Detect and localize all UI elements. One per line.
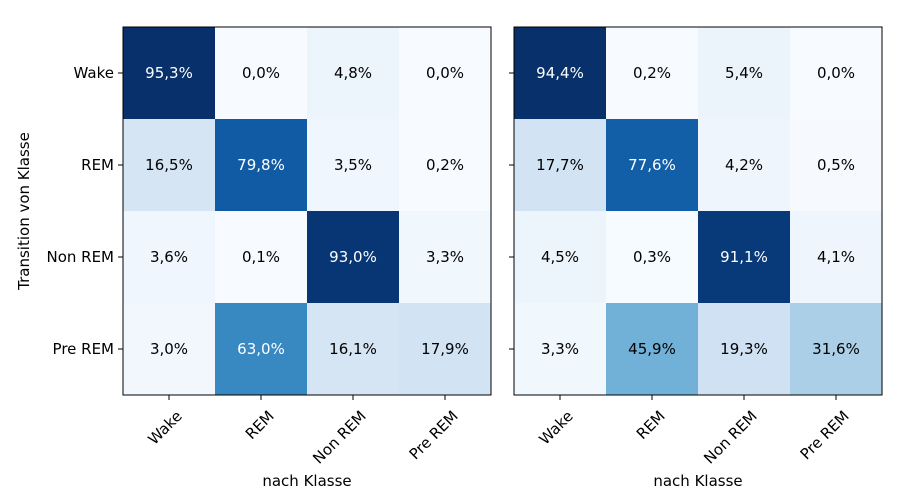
cell-value-label-2-2-2: 91,1%	[720, 248, 768, 266]
cell-value-label-2-0-2: 5,4%	[725, 64, 763, 82]
cell-value-label-2-1-1: 77,6%	[628, 156, 676, 174]
x-tick-label-1-0: Wake	[144, 407, 185, 448]
cell-value-label-2-0-0: 94,4%	[536, 64, 584, 82]
heatmap-cell-2-2-0	[514, 211, 607, 304]
x-tick-label-2-3: Pre REM	[797, 407, 853, 463]
y-tick-label-2: Non REM	[46, 248, 114, 266]
heatmap-cell-1-0-0	[123, 27, 216, 120]
heatmap-cell-1-2-2	[307, 211, 400, 304]
heatmap-cell-2-3-3	[790, 303, 883, 396]
y-tick-label-0: Wake	[74, 64, 114, 82]
cell-value-label-1-0-3: 0,0%	[426, 64, 464, 82]
cell-value-label-2-2-1: 0,3%	[633, 248, 671, 266]
x-tick-label-1-2: Non REM	[309, 407, 369, 467]
x-tick-label-2-1: REM	[633, 407, 669, 443]
cell-value-label-1-2-1: 0,1%	[242, 248, 280, 266]
cell-value-label-1-3-1: 63,0%	[237, 340, 285, 358]
cell-value-label-1-1-0: 16,5%	[145, 156, 193, 174]
cell-value-label-1-1-1: 79,8%	[237, 156, 285, 174]
x-tick-label-2-2: Non REM	[700, 407, 760, 467]
heatmap-cell-1-2-1	[215, 211, 308, 304]
heatmap-cell-2-0-3	[790, 27, 883, 120]
cell-value-label-1-1-3: 0,2%	[426, 156, 464, 174]
heatmap-cell-2-0-1	[606, 27, 699, 120]
cell-value-label-2-3-1: 45,9%	[628, 340, 676, 358]
heatmap-cell-2-3-2	[698, 303, 791, 396]
heatmap-cell-1-3-1	[215, 303, 308, 396]
x-axis-label-1: nach Klasse	[262, 472, 351, 490]
x-axis-label-2: nach Klasse	[653, 472, 742, 490]
x-tick-label-1-1: REM	[242, 407, 278, 443]
heatmap-cell-2-0-0	[514, 27, 607, 120]
heatmap-cell-1-2-3	[399, 211, 492, 304]
heatmap-cell-1-1-1	[215, 119, 308, 212]
plot-frame-1	[122, 26, 492, 396]
heatmap-cell-2-2-1	[606, 211, 699, 304]
heatmap-cell-1-1-2	[307, 119, 400, 212]
heatmap-cell-2-1-0	[514, 119, 607, 212]
heatmap-cell-1-1-3	[399, 119, 492, 212]
heatmap-panel-1: 95,3% 0,0% 4,8% 0,0% 16,5% 79,8% 3,5% 0,2% 3,6% 0…	[15, 26, 492, 490]
heatmap-cell-2-3-0	[514, 303, 607, 396]
heatmap-cell-1-2-0	[123, 211, 216, 304]
heatmap-cell-1-0-3	[399, 27, 492, 120]
plot-frame-2	[513, 26, 883, 396]
heatmap-cell-1-0-1	[215, 27, 308, 120]
heatmap-cell-2-2-3	[790, 211, 883, 304]
heatmap-cell-1-1-0	[123, 119, 216, 212]
cell-value-label-2-1-2: 4,2%	[725, 156, 763, 174]
cell-value-label-1-3-2: 16,1%	[329, 340, 377, 358]
cell-value-label-1-2-3: 3,3%	[426, 248, 464, 266]
cell-value-label-1-1-2: 3,5%	[334, 156, 372, 174]
cell-value-label-1-3-3: 17,9%	[421, 340, 469, 358]
cell-value-label-2-1-3: 0,5%	[817, 156, 855, 174]
y-tick-label-3: Pre REM	[53, 340, 114, 358]
heatmap-cell-2-3-1	[606, 303, 699, 396]
heatmap-cell-1-3-0	[123, 303, 216, 396]
y-axis-label: Transition von Klasse	[15, 132, 33, 291]
cell-value-label-2-3-2: 19,3%	[720, 340, 768, 358]
cell-value-label-1-3-0: 3,0%	[150, 340, 188, 358]
cell-value-label-1-0-1: 0,0%	[242, 64, 280, 82]
heatmap-cell-1-0-2	[307, 27, 400, 120]
cell-value-label-1-0-0: 95,3%	[145, 64, 193, 82]
cell-value-label-1-2-0: 3,6%	[150, 248, 188, 266]
cell-value-label-2-1-0: 17,7%	[536, 156, 584, 174]
heatmap-panel-2: 94,4% 0,2% 5,4% 0,0% 17,7% 77,6% 4,2% 0,5% 4,5% 0…	[509, 26, 883, 490]
heatmap-cell-2-1-2	[698, 119, 791, 212]
y-tick-label-1: REM	[81, 156, 114, 174]
heatmap-cell-2-1-1	[606, 119, 699, 212]
heatmap-cell-1-3-3	[399, 303, 492, 396]
cell-value-label-1-2-2: 93,0%	[329, 248, 377, 266]
heatmap-cell-2-1-3	[790, 119, 883, 212]
heatmap-cell-2-2-2	[698, 211, 791, 304]
heatmap-cell-2-0-2	[698, 27, 791, 120]
x-tick-label-2-0: Wake	[535, 407, 576, 448]
x-tick-label-1-3: Pre REM	[406, 407, 462, 463]
cell-value-label-2-0-3: 0,0%	[817, 64, 855, 82]
heatmap-cell-1-3-2	[307, 303, 400, 396]
cell-value-label-2-2-0: 4,5%	[541, 248, 579, 266]
cell-value-label-2-0-1: 0,2%	[633, 64, 671, 82]
cell-value-label-2-3-3: 31,6%	[812, 340, 860, 358]
cell-value-label-1-0-2: 4,8%	[334, 64, 372, 82]
cell-value-label-2-3-0: 3,3%	[541, 340, 579, 358]
cell-value-label-2-2-3: 4,1%	[817, 248, 855, 266]
